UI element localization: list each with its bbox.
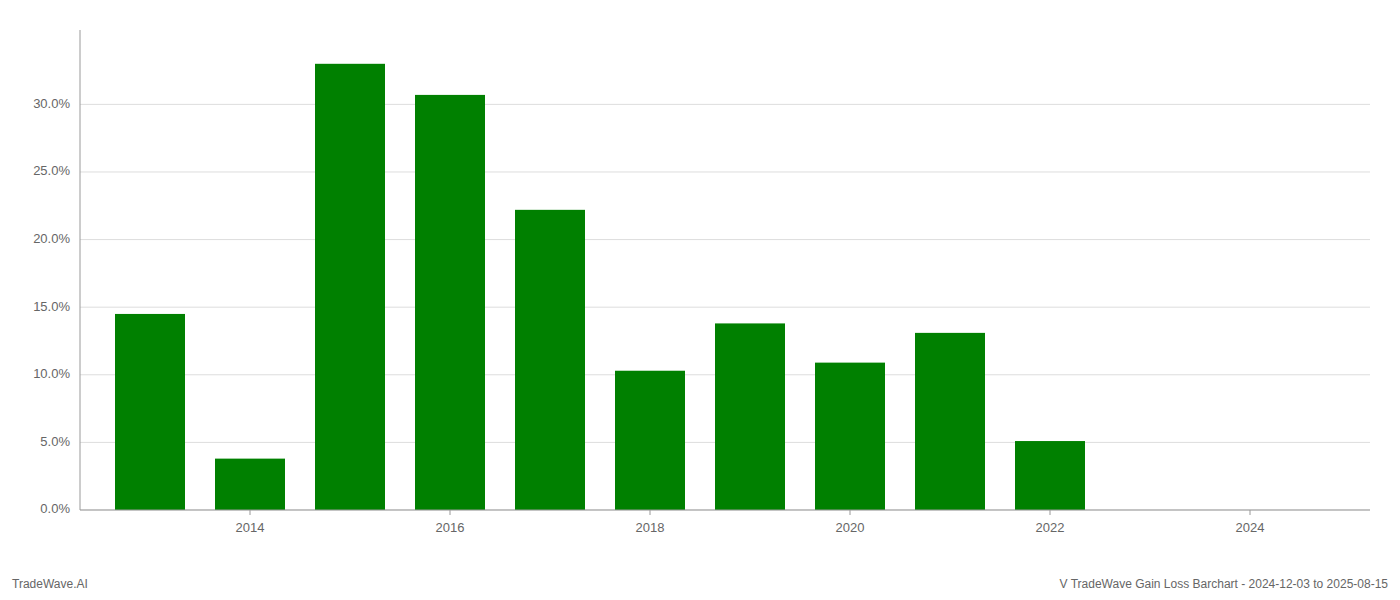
bars <box>115 64 1085 510</box>
x-tick <box>250 510 251 515</box>
grid-line <box>80 104 1370 105</box>
x-tick <box>850 510 851 515</box>
grid-line <box>80 171 1370 172</box>
y-tick-label: 15.0% <box>33 299 70 314</box>
x-tick-label: 2018 <box>636 520 665 535</box>
annotation: TradeWave.AI <box>12 577 88 591</box>
y-tick-label: 0.0% <box>40 501 70 516</box>
bar <box>115 314 185 510</box>
y-tick-label: 5.0% <box>40 434 70 449</box>
y-tick-label: 10.0% <box>33 366 70 381</box>
x-tick <box>1050 510 1051 515</box>
annotation: V TradeWave Gain Loss Barchart - 2024-12… <box>1060 577 1389 591</box>
x-tick-label: 2020 <box>836 520 865 535</box>
grid-line <box>80 510 1370 511</box>
x-tick-label: 2022 <box>1036 520 1065 535</box>
x-tick-label: 2016 <box>436 520 465 535</box>
bar <box>1015 441 1085 510</box>
bar <box>415 95 485 510</box>
bar <box>615 371 685 510</box>
x-tick <box>1250 510 1251 515</box>
chart: 0.0%5.0%10.0%15.0%20.0%25.0%30.0%2014201… <box>0 0 1400 600</box>
x-tick-label: 2014 <box>236 520 265 535</box>
grid-line <box>80 239 1370 240</box>
y-tick-label: 30.0% <box>33 96 70 111</box>
x-axis-line <box>80 510 1370 511</box>
x-tick-label: 2024 <box>1236 520 1265 535</box>
bar <box>715 323 785 510</box>
y-ticks: 0.0% 5.0% 10.0% 15.0% 20.0% 25.0% 30.0% <box>33 96 70 517</box>
bar <box>815 363 885 510</box>
bar <box>215 459 285 510</box>
y-tick-label: 20.0% <box>33 231 70 246</box>
x-tick <box>650 510 651 515</box>
y-tick-label: 25.0% <box>33 163 70 178</box>
page: {"chart_data": {"type": "bar", "x": [201… <box>0 0 1400 600</box>
bar <box>515 210 585 510</box>
bar <box>315 64 385 510</box>
x-ticks: 2014 2016 2018 2020 2022 2024 <box>236 510 1265 535</box>
grid <box>80 104 1370 510</box>
grid-line <box>80 307 1370 308</box>
bar <box>915 333 985 510</box>
y-axis-line <box>80 30 81 510</box>
x-tick <box>450 510 451 515</box>
